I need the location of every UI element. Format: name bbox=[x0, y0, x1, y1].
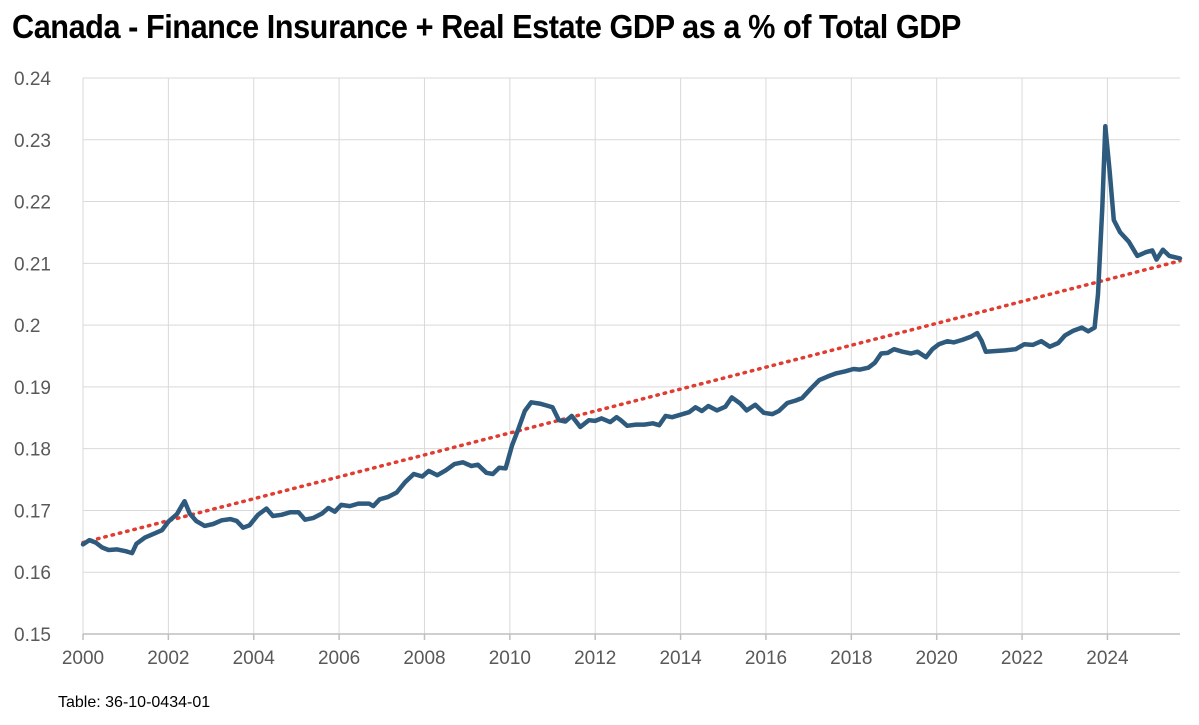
y-tick-label: 0.21 bbox=[14, 254, 51, 275]
source-label: Table: 36-10-0434-01 bbox=[58, 694, 211, 711]
y-tick-label: 0.22 bbox=[14, 193, 51, 214]
y-axis-ticks: 0.15 0.16 0.17 0.18 0.19 0.2 0.21 0.22 0.23 0.24 bbox=[14, 69, 51, 646]
x-tick-label: 2004 bbox=[233, 648, 276, 669]
y-tick-label: 0.16 bbox=[14, 563, 51, 584]
series-line bbox=[80, 123, 1183, 556]
chart-title: Canada - Finance Insurance + Real Estate… bbox=[12, 8, 961, 45]
x-tick-label: 2018 bbox=[830, 648, 872, 669]
line-chart: 0.150.160.170.180.190.20.210.220.230.24 … bbox=[14, 69, 1183, 669]
x-axis-ticks: 2000 2002 2004 2006 2008 2010 2012 2014 2016 2018… bbox=[62, 648, 1129, 669]
y-tick-label: 0.19 bbox=[14, 378, 51, 399]
x-tick-label: 2014 bbox=[659, 648, 702, 669]
y-tick-label: 0.24 bbox=[14, 69, 51, 90]
x-tick-label: 2000 bbox=[62, 648, 104, 669]
x-tick-label: 2010 bbox=[489, 648, 531, 669]
x-tick-label: 2012 bbox=[574, 648, 616, 669]
y-tick-label: 0.2 bbox=[14, 316, 40, 337]
y-tick-label: 0.23 bbox=[14, 131, 51, 152]
gridlines bbox=[82, 77, 1180, 640]
y-tick-label: 0.17 bbox=[14, 501, 51, 522]
series-group bbox=[80, 123, 1183, 556]
x-tick-label: 2002 bbox=[147, 648, 189, 669]
x-tick-label: 2006 bbox=[318, 648, 360, 669]
x-tick-label: 2016 bbox=[745, 648, 787, 669]
y-tick-label: 0.18 bbox=[14, 440, 51, 461]
trendline bbox=[81, 259, 1182, 545]
x-tick-label: 2024 bbox=[1086, 648, 1129, 669]
y-tick-label: 0.15 bbox=[14, 625, 51, 646]
x-tick-label: 2020 bbox=[916, 648, 958, 669]
x-tick-label: 2022 bbox=[1001, 648, 1043, 669]
x-tick-label: 2008 bbox=[403, 648, 445, 669]
